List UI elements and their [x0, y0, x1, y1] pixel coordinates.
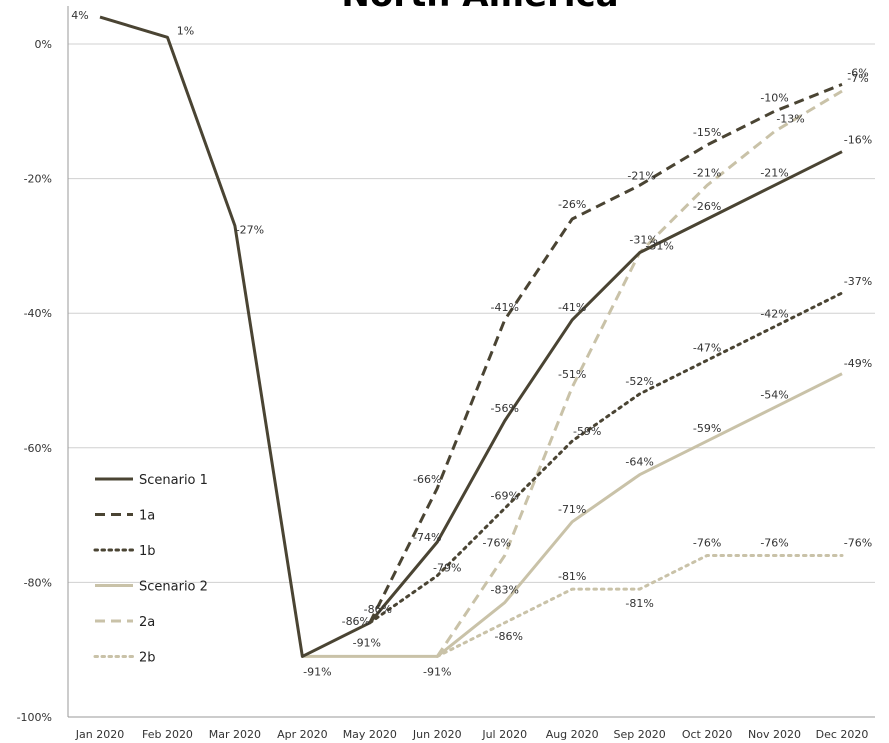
data-label: -91% — [353, 636, 381, 649]
data-label: -7% — [847, 72, 868, 85]
chart-title: North America — [341, 0, 618, 15]
x-tick-label: Jun 2020 — [412, 728, 462, 741]
data-label: -76% — [693, 536, 721, 549]
data-label: -21% — [627, 169, 655, 182]
legend-label: Scenario 2 — [139, 580, 208, 595]
data-label: -81% — [558, 570, 586, 583]
series-line-5 — [435, 553, 844, 658]
legend-label: 1b — [139, 544, 156, 559]
data-label: 1% — [177, 24, 194, 37]
data-label: -64% — [625, 456, 653, 469]
y-tick-label: 0% — [35, 38, 52, 51]
data-label: -31% — [645, 240, 673, 253]
data-label: -10% — [760, 91, 788, 104]
data-label: -42% — [760, 308, 788, 321]
data-label: -76% — [844, 536, 872, 549]
data-label: -66% — [413, 473, 441, 486]
data-label: -83% — [491, 584, 519, 597]
data-label: -26% — [558, 198, 586, 211]
data-label: -91% — [303, 665, 331, 678]
x-tick-label: Jan 2020 — [75, 728, 124, 741]
data-label: -15% — [693, 126, 721, 139]
y-tick-label: -100% — [17, 711, 52, 724]
y-tick-label: -80% — [24, 576, 52, 589]
data-label: -13% — [776, 112, 804, 125]
data-label: -41% — [491, 301, 519, 314]
legend-label: 2b — [139, 651, 156, 666]
series-line-0 — [99, 15, 843, 658]
data-label: 4% — [71, 9, 88, 22]
data-label: -47% — [693, 341, 721, 354]
data-label: -16% — [844, 134, 872, 147]
x-tick-label: Aug 2020 — [546, 728, 599, 741]
gridlines — [68, 43, 875, 718]
axes: 0% -20% -40% -60% -80% -100% Jan 2020 Feb 2020 M… — [17, 6, 875, 741]
data-label: -59% — [573, 425, 601, 438]
x-tick-label: Sep 2020 — [614, 728, 666, 741]
data-label: -86% — [495, 630, 523, 643]
data-label: -27% — [236, 224, 264, 237]
y-tick-label: -60% — [24, 442, 52, 455]
y-tick-label: -40% — [24, 307, 52, 320]
data-label: -74% — [413, 531, 441, 544]
series-line-2 — [368, 291, 844, 625]
data-label: -86% — [342, 615, 370, 628]
data-label: -41% — [558, 301, 586, 314]
data-label: -81% — [625, 597, 653, 610]
x-tick-label: Nov 2020 — [748, 728, 801, 741]
data-label: -26% — [693, 200, 721, 213]
data-label: -6% — [847, 66, 868, 79]
x-tick-label: Mar 2020 — [209, 728, 261, 741]
data-label: -54% — [760, 388, 788, 401]
x-tick-label: Oct 2020 — [682, 728, 733, 741]
data-label: -37% — [844, 275, 872, 288]
data-labels: 4% 1% -27% -91% -86% -74% -56% -41% -31% -26% -21%… — [71, 9, 872, 678]
x-tick-label: Apr 2020 — [277, 728, 328, 741]
data-label: -79% — [433, 562, 461, 575]
data-label: -21% — [760, 166, 788, 179]
data-label: -51% — [558, 368, 586, 381]
legend: Scenario 1 1a 1b Scenario 2 2a 2b — [93, 473, 208, 666]
data-label: -69% — [491, 489, 519, 502]
data-label: -52% — [625, 375, 653, 388]
x-tick-label: May 2020 — [343, 728, 397, 741]
data-label: -76% — [760, 536, 788, 549]
legend-label: 1a — [139, 509, 155, 524]
y-tick-label: -20% — [24, 173, 52, 186]
x-tick-label: Jul 2020 — [481, 728, 527, 741]
legend-label: 2a — [139, 615, 155, 630]
series-line-1 — [368, 82, 843, 624]
series-line-3 — [302, 372, 843, 658]
series-lines — [99, 15, 844, 658]
data-label: -59% — [693, 422, 721, 435]
data-label: -21% — [693, 166, 721, 179]
data-label: -71% — [558, 503, 586, 516]
data-label: -49% — [844, 357, 872, 370]
data-label: -76% — [483, 536, 511, 549]
data-label: -31% — [629, 234, 657, 247]
data-label: -56% — [491, 402, 519, 415]
legend-label: Scenario 1 — [139, 473, 208, 488]
data-label: -86% — [364, 603, 392, 616]
x-tick-label: Dec 2020 — [816, 728, 869, 741]
data-label: -91% — [423, 665, 451, 678]
x-tick-label: Feb 2020 — [142, 728, 193, 741]
